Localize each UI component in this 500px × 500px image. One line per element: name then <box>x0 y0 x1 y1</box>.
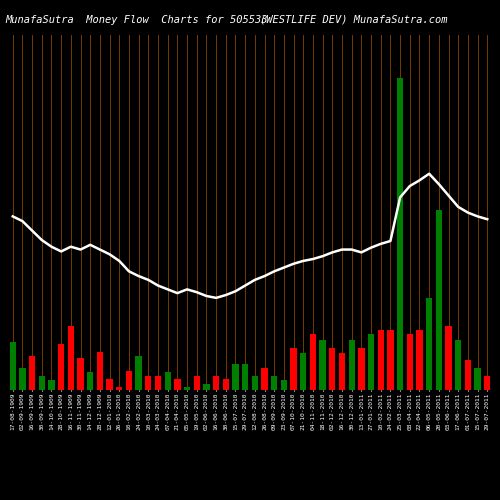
Bar <box>232 364 238 390</box>
Bar <box>29 356 35 390</box>
Bar <box>280 380 287 390</box>
Bar <box>48 380 54 390</box>
Bar <box>464 360 471 390</box>
Bar <box>194 376 200 390</box>
Bar <box>397 78 403 390</box>
Bar <box>164 372 171 390</box>
Bar <box>116 387 122 390</box>
Bar <box>358 348 364 390</box>
Bar <box>242 364 248 390</box>
Bar <box>455 340 462 390</box>
Bar <box>213 376 220 390</box>
Bar <box>58 344 64 390</box>
Bar <box>174 379 180 390</box>
Bar <box>97 352 103 390</box>
Bar <box>406 334 413 390</box>
Bar <box>320 340 326 390</box>
Bar <box>426 298 432 390</box>
Bar <box>145 376 152 390</box>
Bar <box>20 368 26 390</box>
Bar <box>262 368 268 390</box>
Bar <box>271 376 278 390</box>
Bar <box>310 334 316 390</box>
Bar <box>106 379 112 390</box>
Bar <box>290 348 296 390</box>
Bar <box>155 376 161 390</box>
Text: MunafaSutra  Money Flow  Charts for 505533: MunafaSutra Money Flow Charts for 505533 <box>5 15 268 25</box>
Bar <box>38 376 45 390</box>
Bar <box>348 340 355 390</box>
Text: (WESTLIFE DEV) MunafaSutra.com: (WESTLIFE DEV) MunafaSutra.com <box>260 15 448 25</box>
Bar <box>388 330 394 390</box>
Bar <box>136 356 142 390</box>
Bar <box>329 348 336 390</box>
Bar <box>378 330 384 390</box>
Bar <box>78 358 84 390</box>
Bar <box>87 372 94 390</box>
Bar <box>474 368 480 390</box>
Bar <box>252 376 258 390</box>
Bar <box>10 342 16 390</box>
Bar <box>416 330 422 390</box>
Bar <box>368 334 374 390</box>
Bar <box>446 326 452 390</box>
Bar <box>484 376 490 390</box>
Bar <box>68 326 74 390</box>
Bar <box>204 384 210 390</box>
Bar <box>300 353 306 390</box>
Bar <box>126 371 132 390</box>
Bar <box>184 387 190 390</box>
Bar <box>222 379 229 390</box>
Bar <box>436 210 442 390</box>
Bar <box>339 353 345 390</box>
